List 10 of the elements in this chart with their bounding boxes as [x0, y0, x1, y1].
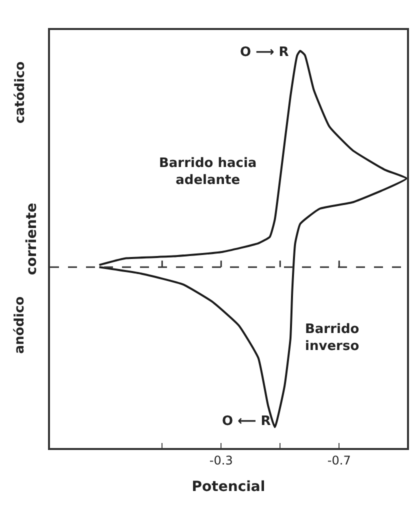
text: catódico — [12, 61, 28, 124]
annotation: Barrido hacia adelante — [159, 156, 257, 188]
text: anódico — [12, 296, 28, 354]
x-tick-label: -0.7 — [327, 453, 351, 468]
y-axis-title: corriente — [24, 202, 40, 276]
x-axis-title: Potencial — [192, 479, 266, 496]
annotation: Barrido inverso — [305, 322, 360, 354]
annotation: O ⟶ R — [240, 45, 289, 60]
annotation: O ⟵ R — [222, 414, 271, 429]
x-tick-label: -0.3 — [209, 453, 233, 468]
